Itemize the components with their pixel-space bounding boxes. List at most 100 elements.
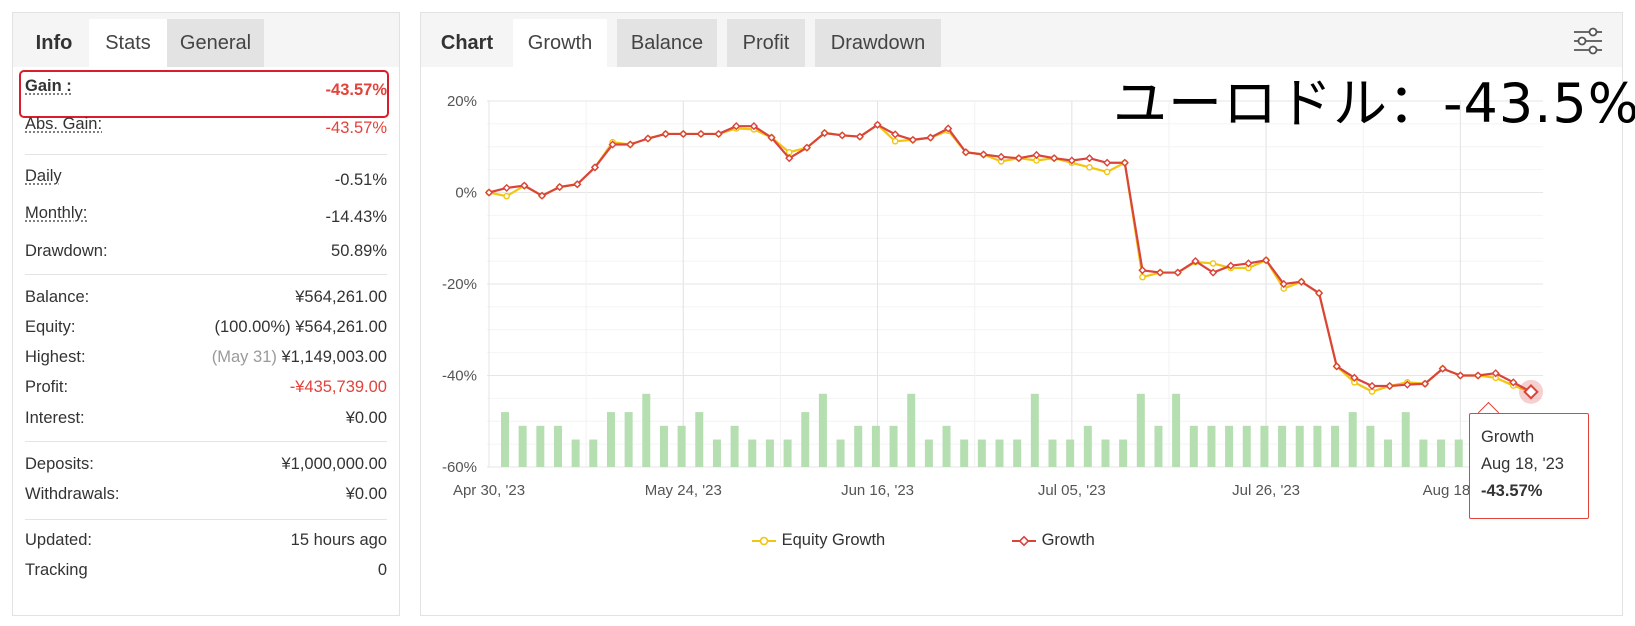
volume-bar <box>571 439 580 467</box>
tracking-label: Tracking <box>25 561 88 579</box>
highest-date: (May 31) <box>211 348 277 366</box>
volume-bar <box>730 425 739 467</box>
volume-bar <box>1048 439 1057 467</box>
growth-point <box>1509 378 1518 387</box>
tab-profit[interactable]: Profit <box>727 19 805 67</box>
volume-bar <box>518 425 527 467</box>
growth-point <box>1032 150 1041 160</box>
x-tick-label: Apr 30, '23 <box>453 482 525 499</box>
volume-bar <box>1013 439 1022 467</box>
gain-highlight-box <box>19 70 389 118</box>
drawdown-label: Drawdown: <box>25 242 108 260</box>
growth-point <box>626 140 635 149</box>
withdrawals-value: ¥0.00 <box>345 485 387 503</box>
updated-label: Updated: <box>25 531 92 549</box>
drawdown-value: 50.89% <box>331 242 387 260</box>
tab-balance[interactable]: Balance <box>617 19 717 67</box>
updated-row: Updated: 15 hours ago <box>25 531 387 557</box>
volume-bar <box>1189 425 1198 467</box>
balance-row: Balance: ¥564,261.00 <box>25 288 387 314</box>
volume-bar <box>889 425 898 467</box>
growth-point <box>1103 158 1112 167</box>
growth-point <box>1138 266 1147 275</box>
growth-point <box>1120 158 1129 167</box>
tab-info[interactable]: Info <box>35 32 73 54</box>
volume-bar <box>1384 439 1393 467</box>
growth-line <box>488 123 1532 393</box>
volume-bar <box>1295 425 1304 467</box>
growth-point <box>643 134 653 143</box>
daily-label[interactable]: Daily <box>25 167 62 185</box>
volume-bar <box>606 412 615 467</box>
growth-point <box>926 133 935 142</box>
y-tick-label: 20% <box>447 93 477 110</box>
y-tick-label: 0% <box>455 185 477 202</box>
highlighted-point <box>1523 384 1539 400</box>
legend-growth-marker <box>1012 535 1036 547</box>
volume-bar <box>871 425 880 467</box>
balance-label: Balance: <box>25 288 90 306</box>
equity-growth-line <box>488 123 1532 393</box>
growth-point <box>1014 154 1023 163</box>
abs-gain-label[interactable]: Abs. Gain: <box>25 115 103 133</box>
tab-growth[interactable]: Growth <box>513 19 607 67</box>
deposits-row: Deposits: ¥1,000,000.00 <box>25 455 387 481</box>
legend-equity-growth[interactable]: Equity Growth <box>751 531 885 550</box>
drawdown-row: Drawdown: 50.89% <box>25 242 387 268</box>
growth-point <box>1332 362 1341 371</box>
volume-bar <box>1348 412 1357 467</box>
growth-point <box>661 129 670 139</box>
tab-stats[interactable]: Stats <box>89 19 167 67</box>
info-tabs: Info Stats General <box>13 13 399 67</box>
growth-point <box>749 122 759 131</box>
gain-label[interactable]: Gain : <box>25 77 72 95</box>
volume-bar <box>1313 425 1322 467</box>
growth-point <box>1173 268 1182 277</box>
tab-chart[interactable]: Chart <box>440 32 494 54</box>
volume-bar <box>783 439 792 467</box>
interest-value: ¥0.00 <box>345 409 387 427</box>
growth-point <box>1385 381 1394 391</box>
divider <box>25 274 387 275</box>
highest-value: ¥1,149,003.00 <box>281 348 387 366</box>
tab-general[interactable]: General <box>167 19 264 67</box>
volume-bar <box>1172 393 1181 467</box>
tab-drawdown[interactable]: Drawdown <box>815 19 941 67</box>
profit-row: Profit: -¥435,739.00 <box>25 378 387 404</box>
growth-chart[interactable]: 20% 0% -20% -40% -60% Apr 30, '23 May 24, '23 J… <box>421 69 1622 615</box>
growth-point <box>1261 256 1271 265</box>
withdrawals-row: Withdrawals: ¥0.00 <box>25 485 387 511</box>
growth-point <box>785 154 794 163</box>
x-tick-label: Jun 16, '23 <box>841 482 914 499</box>
tracking-value: 0 <box>377 561 387 579</box>
monthly-label[interactable]: Monthly: <box>25 204 88 222</box>
interest-row: Interest: ¥0.00 <box>25 409 387 435</box>
volume-bar <box>801 412 810 467</box>
highest-row: Highest: (May 31) ¥1,149,003.00 <box>25 348 387 374</box>
growth-point <box>1156 268 1165 277</box>
sliders-icon[interactable] <box>1572 25 1604 57</box>
volume-bar <box>1437 439 1446 467</box>
chart-tooltip: Growth Aug 18, '23 -43.57% <box>1469 413 1589 519</box>
growth-point <box>608 140 617 149</box>
growth-point <box>502 183 511 193</box>
volume-bar <box>1154 425 1163 467</box>
growth-point <box>1209 268 1218 277</box>
legend-growth[interactable]: Growth <box>1011 531 1095 550</box>
growth-point <box>484 188 494 197</box>
chart-tabs: Chart Growth Balance Profit Drawdown <box>421 13 1622 67</box>
legend-equity-label: Equity Growth <box>781 531 886 549</box>
equity-value: ¥564,261.00 <box>295 318 387 336</box>
volume-bar <box>1083 425 1092 467</box>
volume-bar <box>677 425 686 467</box>
x-tick-label: May 24, '23 <box>645 482 722 499</box>
legend-growth-label: Growth <box>1041 531 1095 549</box>
equity-growth-point <box>1209 260 1217 267</box>
x-tick-label: Jul 05, '23 <box>1038 482 1106 499</box>
x-tick-label: Jul 26, '23 <box>1232 482 1300 499</box>
growth-point <box>997 152 1006 161</box>
volume-bar <box>1030 393 1039 467</box>
volume-bar <box>1225 425 1234 467</box>
gain-value: -43.57% <box>325 81 387 99</box>
growth-point <box>944 124 953 133</box>
